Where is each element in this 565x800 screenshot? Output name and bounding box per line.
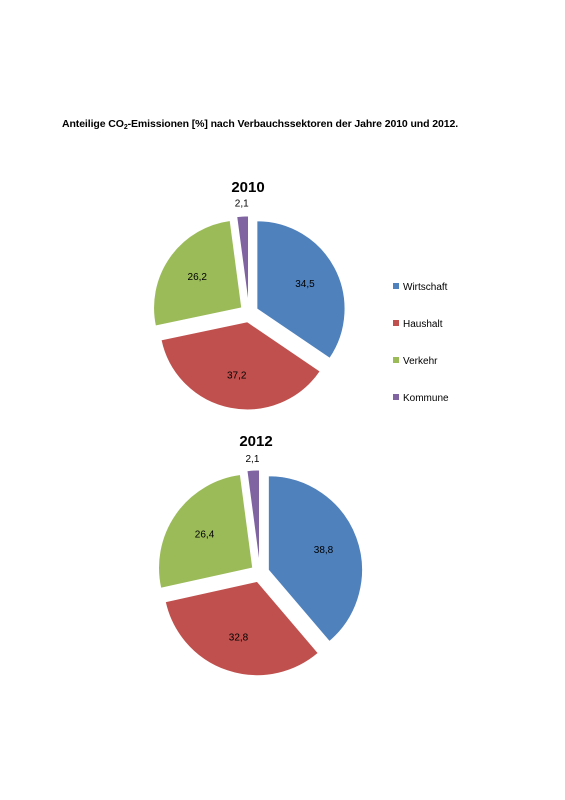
chart-title-2012: 2012	[239, 433, 272, 450]
data-label-verkehr: 26,2	[188, 272, 208, 283]
legend-swatch-verkehr	[393, 357, 399, 363]
slice-haushalt	[164, 581, 319, 676]
slice-kommune	[236, 215, 249, 305]
chart-title-2010: 2010	[231, 179, 264, 196]
legend: Wirtschaft Haushalt Verkehr Kommune	[393, 282, 449, 404]
data-label-verkehr: 26,4	[195, 530, 215, 541]
data-label-kommune: 2,1	[235, 199, 249, 210]
data-label-wirtschaft: 34,5	[295, 279, 315, 290]
legend-swatch-kommune	[393, 394, 399, 400]
slice-kommune	[246, 469, 260, 565]
pie-chart-2012: 2012 38,8 32,8 26,4 2,1	[158, 433, 363, 676]
page-title: Anteilige CO2-Emissionen [%] nach Verbau…	[62, 118, 459, 131]
legend-label-kommune: Kommune	[403, 393, 449, 404]
legend-label-verkehr: Verkehr	[403, 356, 438, 367]
data-label-haushalt: 32,8	[229, 633, 249, 644]
legend-label-wirtschaft: Wirtschaft	[403, 282, 448, 293]
legend-swatch-wirtschaft	[393, 283, 399, 289]
slice-wirtschaft	[268, 475, 363, 642]
pie-chart-2010: 2010 34,5 37,2 26,2 2,1	[153, 179, 346, 411]
data-label-haushalt: 37,2	[227, 371, 247, 382]
slice-wirtschaft	[256, 220, 346, 359]
data-label-kommune: 2,1	[245, 454, 259, 465]
legend-swatch-haushalt	[393, 320, 399, 326]
slice-haushalt	[160, 321, 321, 411]
slice-verkehr	[158, 474, 254, 589]
legend-label-haushalt: Haushalt	[403, 319, 443, 330]
slice-verkehr	[153, 220, 243, 327]
data-label-wirtschaft: 38,8	[314, 545, 334, 556]
